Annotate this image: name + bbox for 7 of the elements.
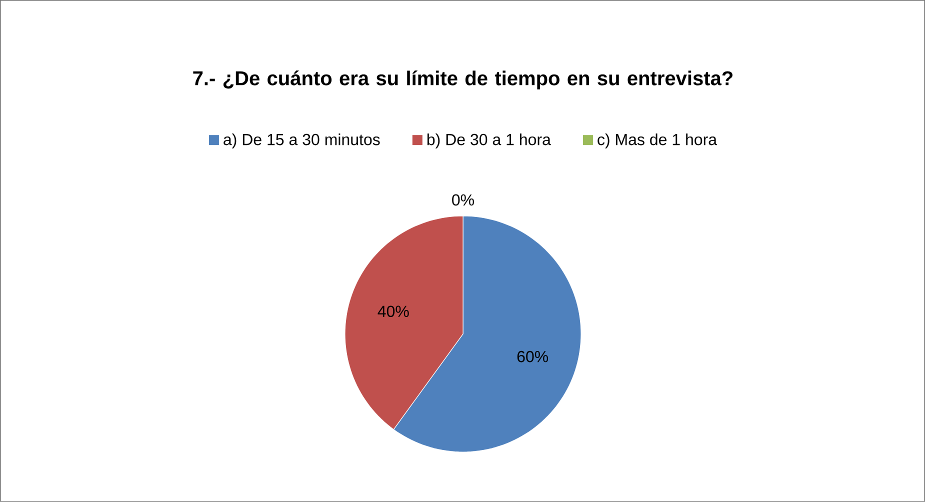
text: 0% (452, 194, 474, 206)
data-label: 60% (517, 350, 548, 362)
legend-label: a) De 15 a 30 minutos (224, 134, 380, 148)
chart-title: 7.- ¿De cuánto era su límite de tiempo en su entrevista? (193, 70, 732, 90)
legend-label: c) Mas de 1 hora (598, 134, 718, 148)
data-label: 40% (378, 306, 409, 318)
legend-label: b) De 30 a 1 hora (427, 134, 551, 148)
